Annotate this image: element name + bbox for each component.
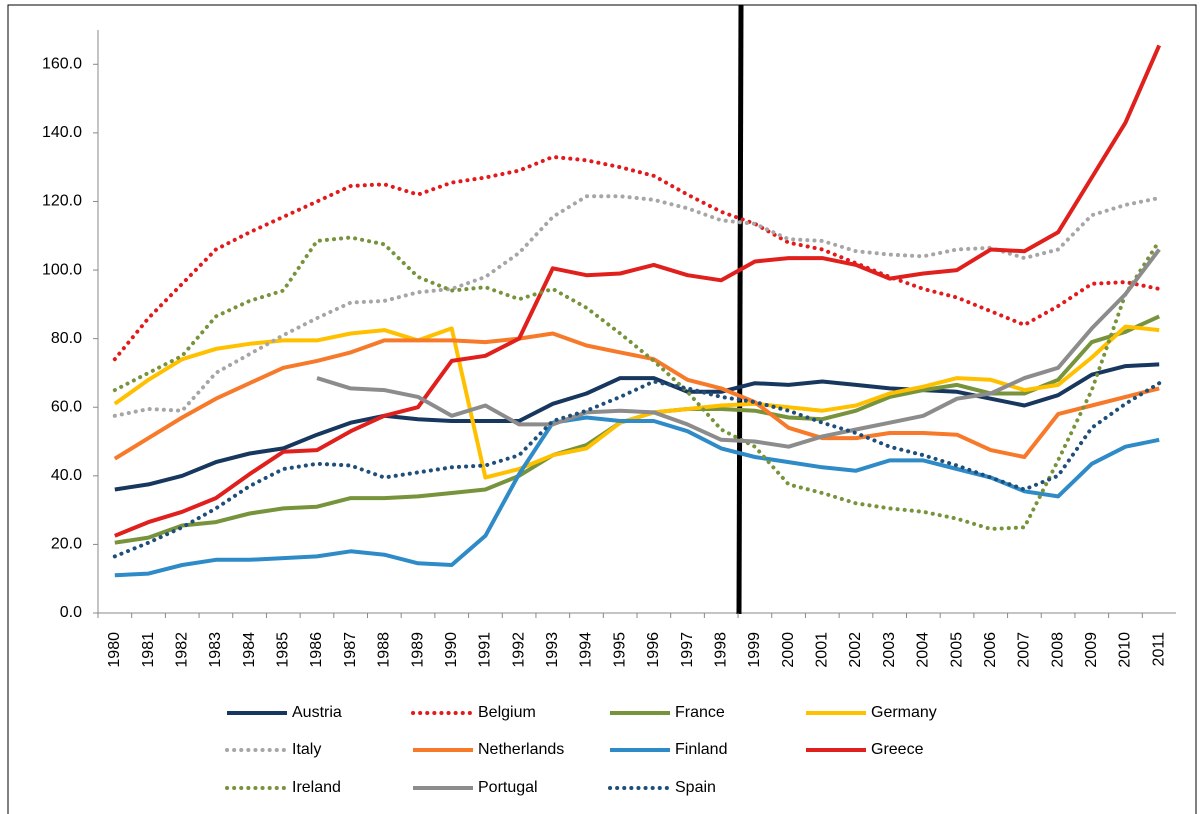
x-tick-label: 1993 <box>544 632 561 668</box>
x-tick-label: 1981 <box>140 632 157 668</box>
legend-label: Finland <box>675 741 727 758</box>
legend-label: Spain <box>675 779 716 796</box>
x-tick-label: 1995 <box>611 632 628 668</box>
marker-line <box>736 4 744 615</box>
x-tick-label: 1997 <box>679 632 696 668</box>
x-tick-label: 2000 <box>780 632 797 668</box>
x-tick-label: 1998 <box>712 632 729 668</box>
x-tick-label: 2006 <box>982 632 999 668</box>
x-tick-label: 1996 <box>645 632 662 668</box>
y-tick-label: 80.0 <box>51 330 82 347</box>
legend-label: Austria <box>292 704 342 721</box>
series-line <box>114 314 1161 545</box>
y-tick-label: 140.0 <box>42 124 82 141</box>
x-tick-label: 1987 <box>342 632 359 668</box>
x-tick-label: 1990 <box>443 632 460 668</box>
x-tick-label: 2003 <box>881 632 898 668</box>
y-tick-label: 40.0 <box>51 467 82 484</box>
series-line <box>112 379 1162 559</box>
x-tick-label: 1994 <box>578 632 595 668</box>
x-tick-label: 1986 <box>308 632 325 668</box>
y-tick-label: 120.0 <box>42 193 82 210</box>
x-tick-label: 1982 <box>173 632 190 668</box>
x-tick-label: 1989 <box>409 632 426 668</box>
x-tick-label: 1980 <box>106 632 123 668</box>
legend-label: Netherlands <box>478 741 564 758</box>
x-tick-label: 2008 <box>1049 632 1066 668</box>
x-tick-label: 2007 <box>1016 632 1033 668</box>
series-line <box>112 235 1162 532</box>
chart-frame <box>7 4 1197 814</box>
x-tick-label: 2004 <box>915 632 932 668</box>
legend-label: Italy <box>292 741 321 758</box>
legend-label: Portugal <box>478 779 538 796</box>
series-line <box>113 331 1160 461</box>
x-tick-label: 1984 <box>241 632 258 668</box>
x-tick-label: 2009 <box>1083 632 1100 668</box>
y-tick-label: 160.0 <box>42 56 82 73</box>
x-tick-label: 1983 <box>207 632 224 668</box>
x-tick-label: 1991 <box>477 632 494 668</box>
series-line <box>112 194 1162 418</box>
x-tick-label: 1992 <box>510 632 527 668</box>
y-tick-label: 20.0 <box>51 536 82 553</box>
series-line <box>114 362 1160 492</box>
y-tick-label: 0.0 <box>60 604 82 621</box>
y-tick-label: 60.0 <box>51 398 82 415</box>
x-tick-label: 1985 <box>275 632 292 668</box>
x-tick-label: 2002 <box>847 632 864 668</box>
series-line <box>114 415 1160 578</box>
y-tick-label: 100.0 <box>42 261 82 278</box>
legend-label: Ireland <box>292 779 341 796</box>
x-tick-label: 2001 <box>814 632 831 668</box>
legend-label: Greece <box>871 741 924 758</box>
x-tick-label: 2011 <box>1150 632 1167 667</box>
legend-label: France <box>675 704 725 721</box>
x-tick-label: 1999 <box>746 632 763 668</box>
series-line <box>113 324 1160 480</box>
series-line <box>316 248 1161 449</box>
series-line <box>112 154 1162 362</box>
series-line <box>114 44 1162 538</box>
legend-label: Belgium <box>478 704 536 721</box>
x-tick-label: 1988 <box>376 632 393 668</box>
legend-label: Germany <box>871 704 937 721</box>
x-tick-label: 2005 <box>948 632 965 668</box>
x-tick-label: 2010 <box>1117 632 1134 668</box>
